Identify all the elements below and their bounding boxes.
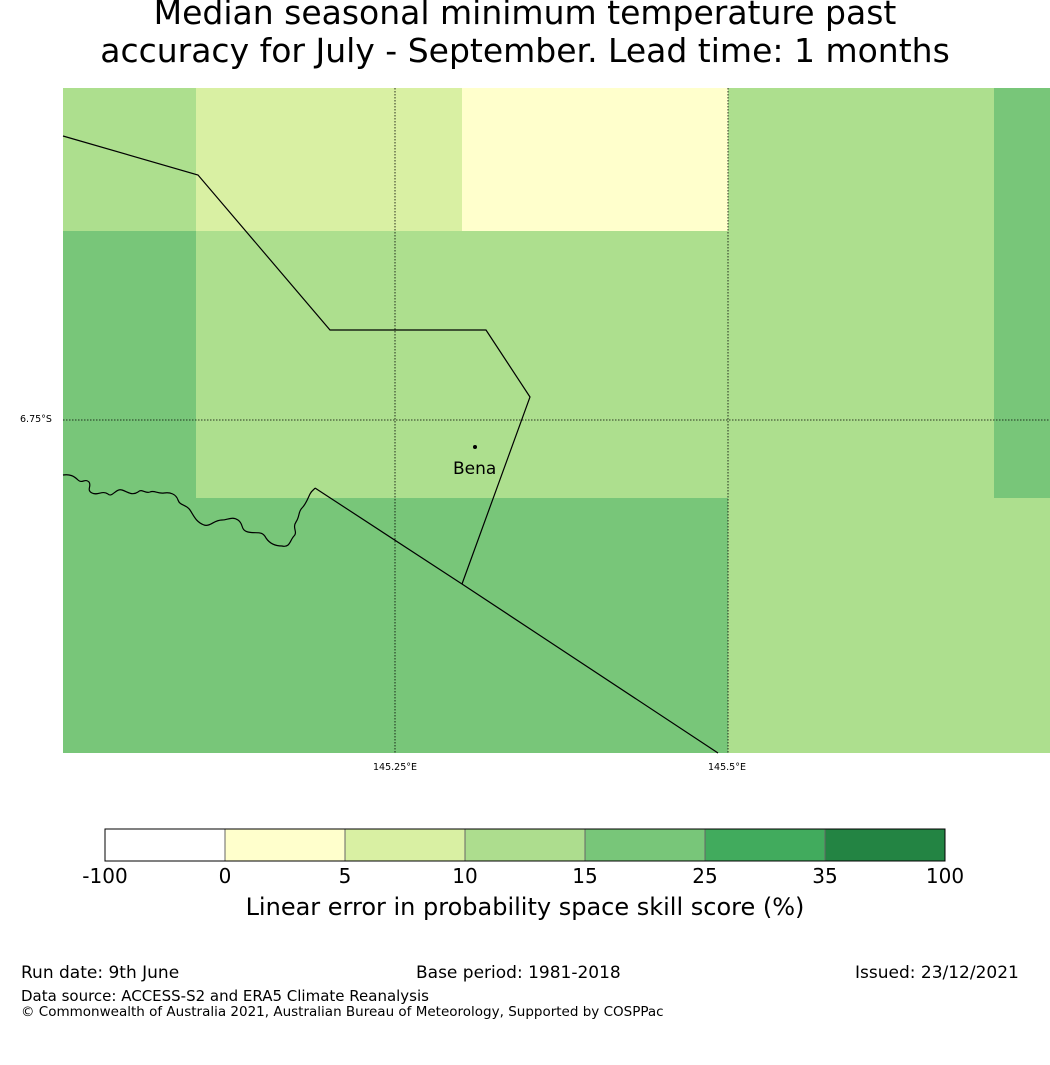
colorbar-tick-label: 15 — [572, 864, 598, 888]
grid-cell — [994, 88, 1050, 498]
lon-tick-label-145-25: 145.25°E — [373, 762, 417, 773]
colorbar-segment — [465, 829, 585, 861]
grid-cell — [462, 88, 728, 231]
boundary-line — [314, 487, 719, 754]
colorbar-tick-label: 0 — [218, 864, 232, 888]
colorbar-segment — [825, 829, 945, 861]
colorbar-tick-label: 10 — [452, 864, 478, 888]
base-period: Base period: 1981-2018 — [416, 963, 621, 983]
graticule — [63, 88, 1050, 753]
colorbar — [104, 828, 946, 862]
colorbar-segment — [585, 829, 705, 861]
boundary-line — [62, 135, 531, 585]
data-source: Data source: ACCESS-S2 and ERA5 Climate … — [21, 987, 429, 1005]
place-label-bena: Bena — [453, 459, 497, 479]
province-boundaries — [62, 135, 719, 754]
lon-tick-label-145-5: 145.5°E — [708, 762, 746, 773]
colorbar-segment — [705, 829, 825, 861]
grid-cell — [728, 88, 994, 753]
grid-cell — [196, 88, 462, 231]
copyright: © Commonwealth of Australia 2021, Austra… — [21, 1004, 664, 1020]
bena-marker — [473, 445, 477, 449]
grid-cell — [462, 498, 728, 753]
grid-cell — [994, 498, 1050, 753]
grid-cell — [196, 231, 462, 498]
colorbar-tick-label: -100 — [82, 864, 128, 888]
colorbar-title: Linear error in probability space skill … — [245, 893, 805, 921]
colorbar-tick-label: 100 — [925, 864, 965, 888]
colorbar-frame — [104, 828, 946, 862]
colorbar-segment — [345, 829, 465, 861]
run-date: Run date: 9th June — [21, 963, 180, 983]
issued-date: Issued: 23/12/2021 — [855, 963, 1019, 983]
grid-cell — [196, 498, 462, 753]
colorbar-tick-label: 25 — [692, 864, 718, 888]
river-border — [62, 474, 316, 547]
map-title: Median seasonal minimum temperature past… — [0, 0, 1050, 70]
colorbar-tick-label: 35 — [812, 864, 838, 888]
colorbar-segment — [225, 829, 345, 861]
grid-cell — [462, 231, 728, 498]
lat-tick-label: 6.75°S — [20, 414, 52, 425]
title-line-1: Median seasonal minimum temperature past — [153, 0, 897, 32]
colorbar-segment — [105, 829, 225, 861]
colorbar-tick-label: 5 — [338, 864, 352, 888]
skill-grid — [63, 88, 1050, 753]
grid-cell — [63, 231, 196, 753]
grid-cell — [63, 88, 196, 231]
title-line-2: accuracy for July - September. Lead time… — [100, 31, 950, 70]
